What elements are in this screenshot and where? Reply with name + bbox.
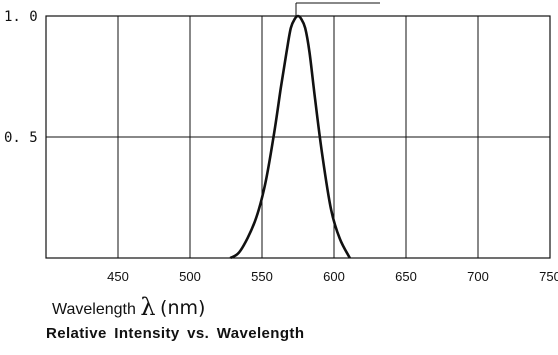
x-tick-label: 450 [107, 269, 129, 284]
x-tick-label: 750 [539, 269, 558, 284]
chart-title: Relative Intensity vs. Wavelength [46, 325, 305, 342]
x-tick-label: 650 [395, 269, 417, 284]
x-axis-label: Wavelength λ (nm) [52, 292, 206, 321]
lambda-symbol: λ [140, 293, 156, 321]
x-tick-label: 550 [251, 269, 273, 284]
x-tick-label: 700 [467, 269, 489, 284]
y-tick-label: 0. 5 [4, 130, 38, 146]
x-axis-unit: (nm) [160, 297, 206, 319]
intensity-curve [229, 14, 351, 260]
x-tick-label: 500 [179, 269, 201, 284]
chart-ticks: 450 500 550 600 650 700 750 0. 5 1. 0 [4, 9, 558, 284]
chart-grid [45, 15, 551, 259]
y-tick-label: 1. 0 [4, 9, 38, 25]
x-axis-label-text: Wavelength [52, 301, 136, 318]
x-tick-label: 600 [323, 269, 345, 284]
